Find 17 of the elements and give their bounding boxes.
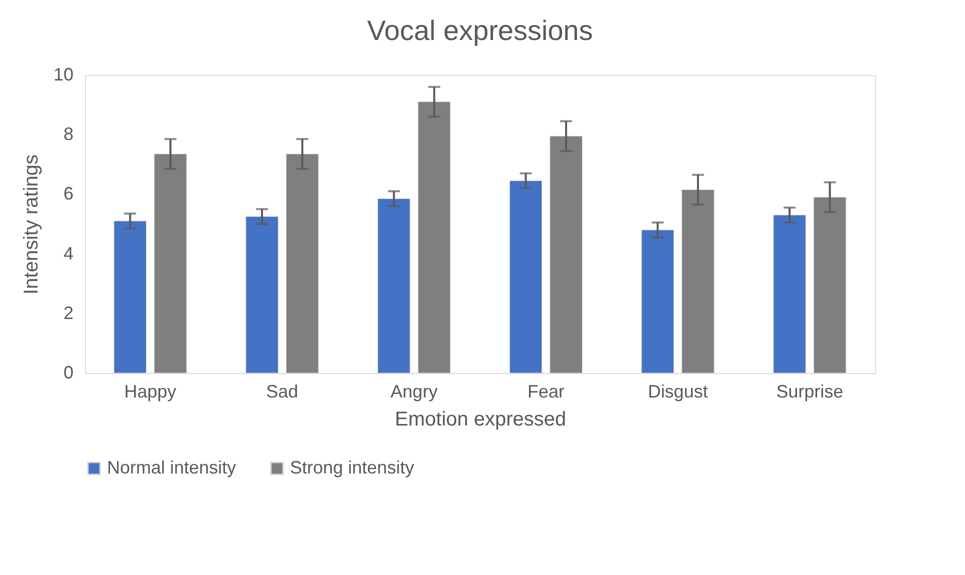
x-tick-label: Surprise — [776, 382, 844, 402]
x-axis-title: Emotion expressed — [394, 408, 566, 430]
y-tick-label: 10 — [53, 64, 74, 84]
x-tick-label: Fear — [527, 382, 564, 402]
x-tick-label: Angry — [390, 382, 438, 402]
legend-label: Normal intensity — [107, 457, 236, 478]
y-axis-title: Intensity ratings — [20, 154, 42, 295]
y-tick-label: 2 — [63, 302, 74, 323]
y-tick-label: 8 — [63, 124, 74, 144]
y-tick-label: 6 — [63, 184, 74, 204]
x-tick-label: Disgust — [648, 382, 708, 402]
legend-label: Strong intensity — [290, 457, 414, 478]
y-tick-label: 0 — [63, 362, 74, 382]
x-tick-label: Sad — [266, 382, 298, 402]
y-tick-label: 4 — [63, 243, 74, 264]
chart-title: Vocal expressions — [367, 15, 593, 46]
x-tick-label: Happy — [124, 382, 176, 402]
